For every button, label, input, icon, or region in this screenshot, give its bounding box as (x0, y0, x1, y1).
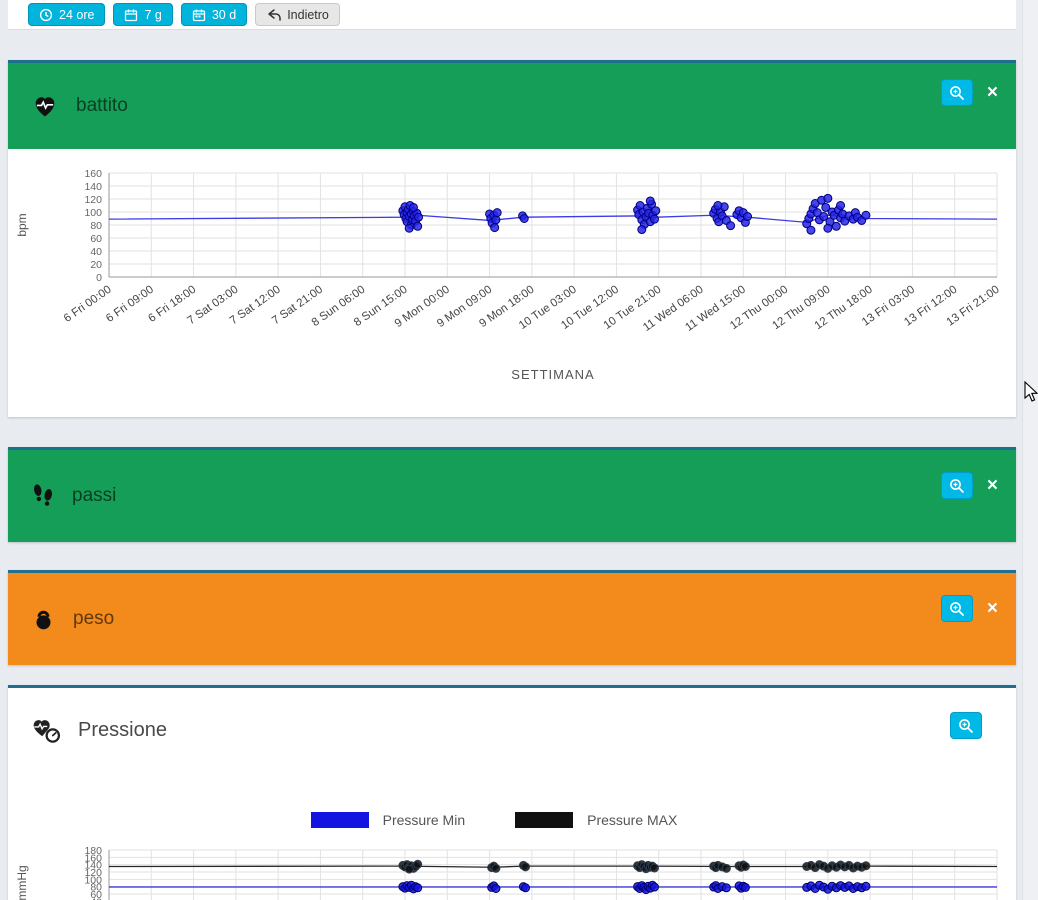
svg-text:40: 40 (90, 896, 102, 900)
svg-text:160: 160 (84, 852, 102, 864)
svg-text:40: 40 (90, 246, 102, 258)
battito-zoom-button[interactable] (940, 79, 973, 106)
svg-text:140: 140 (84, 181, 102, 193)
pressure-min-label: Pressure Min (382, 812, 466, 828)
range-7d-label: 7 g (144, 7, 162, 22)
back-arrow-icon (266, 8, 281, 22)
svg-text:SETTIMANA: SETTIMANA (511, 367, 594, 382)
pressure-max-swatch (515, 812, 574, 828)
range-7d-button[interactable]: 7 g (113, 3, 173, 26)
clock-icon (39, 8, 53, 22)
footprints-icon (30, 482, 56, 510)
svg-text:80: 80 (90, 220, 102, 232)
battito-header[interactable]: battito × (8, 63, 1016, 149)
heartbeat-icon (30, 92, 60, 120)
calendar-icon (192, 8, 206, 22)
svg-text:100: 100 (84, 207, 102, 219)
peso-header[interactable]: peso × (8, 573, 1016, 665)
svg-text:bpm: bpm (15, 213, 29, 236)
svg-text:180: 180 (84, 845, 102, 857)
peso-title: peso (73, 608, 115, 629)
svg-text:120: 120 (84, 867, 102, 879)
range-30d-button[interactable]: 30 d (180, 3, 248, 26)
svg-text:140: 140 (84, 860, 102, 872)
pressione-title: Pressione (78, 718, 167, 741)
battito-close-button[interactable]: × (986, 82, 998, 103)
peso-close-button[interactable]: × (986, 598, 998, 619)
pressure-max-label: Pressure MAX (587, 812, 678, 828)
passi-zoom-button[interactable] (940, 472, 973, 499)
kettlebell-icon (30, 605, 57, 633)
svg-text:100: 100 (84, 874, 102, 886)
svg-text:20: 20 (90, 259, 102, 271)
battito-title: battito (76, 95, 128, 116)
pressione-zoom-button[interactable] (950, 712, 982, 739)
back-button[interactable]: Indietro (255, 3, 340, 26)
range-30d-label: 30 d (211, 7, 237, 22)
svg-text:160: 160 (84, 168, 102, 180)
passi-close-button[interactable]: × (986, 475, 998, 496)
passi-header[interactable]: passi × (8, 450, 1016, 542)
pressure-legend: Pressure Min Pressure MAX (8, 812, 1016, 828)
pressione-header[interactable]: Pressione (8, 688, 1016, 754)
range-24h-button[interactable]: 24 ore (28, 3, 106, 26)
svg-text:120: 120 (84, 194, 102, 206)
svg-text:60: 60 (90, 889, 102, 900)
svg-text:80: 80 (90, 882, 102, 894)
scrollbar[interactable] (1022, 0, 1038, 900)
pressure-min-swatch (310, 812, 369, 828)
back-label: Indietro (287, 7, 329, 22)
battito-panel: battito × 0 20 40 60 80 100 120 140 160 6 Fri 00:… (8, 60, 1016, 417)
time-range-toolbar: 24 ore 7 g 30 d Indietro (8, 0, 1016, 30)
heart-pressure-gauge-icon (30, 715, 62, 745)
peso-zoom-button[interactable] (940, 595, 973, 622)
peso-panel: peso × (8, 570, 1016, 665)
pressione-panel: Pressione Pressure Min Pressure MAX 0204… (8, 685, 1016, 900)
pressione-chart: 0204060801001201401601806 Fri 00:006 Fri… (15, 845, 998, 900)
passi-title: passi (72, 485, 117, 506)
range-24h-label: 24 ore (59, 7, 95, 22)
svg-text:0: 0 (96, 272, 102, 284)
svg-text:mmHg: mmHg (15, 865, 29, 900)
calendar-icon (124, 8, 138, 22)
svg-text:60: 60 (90, 233, 102, 245)
passi-panel: passi × (8, 447, 1016, 542)
